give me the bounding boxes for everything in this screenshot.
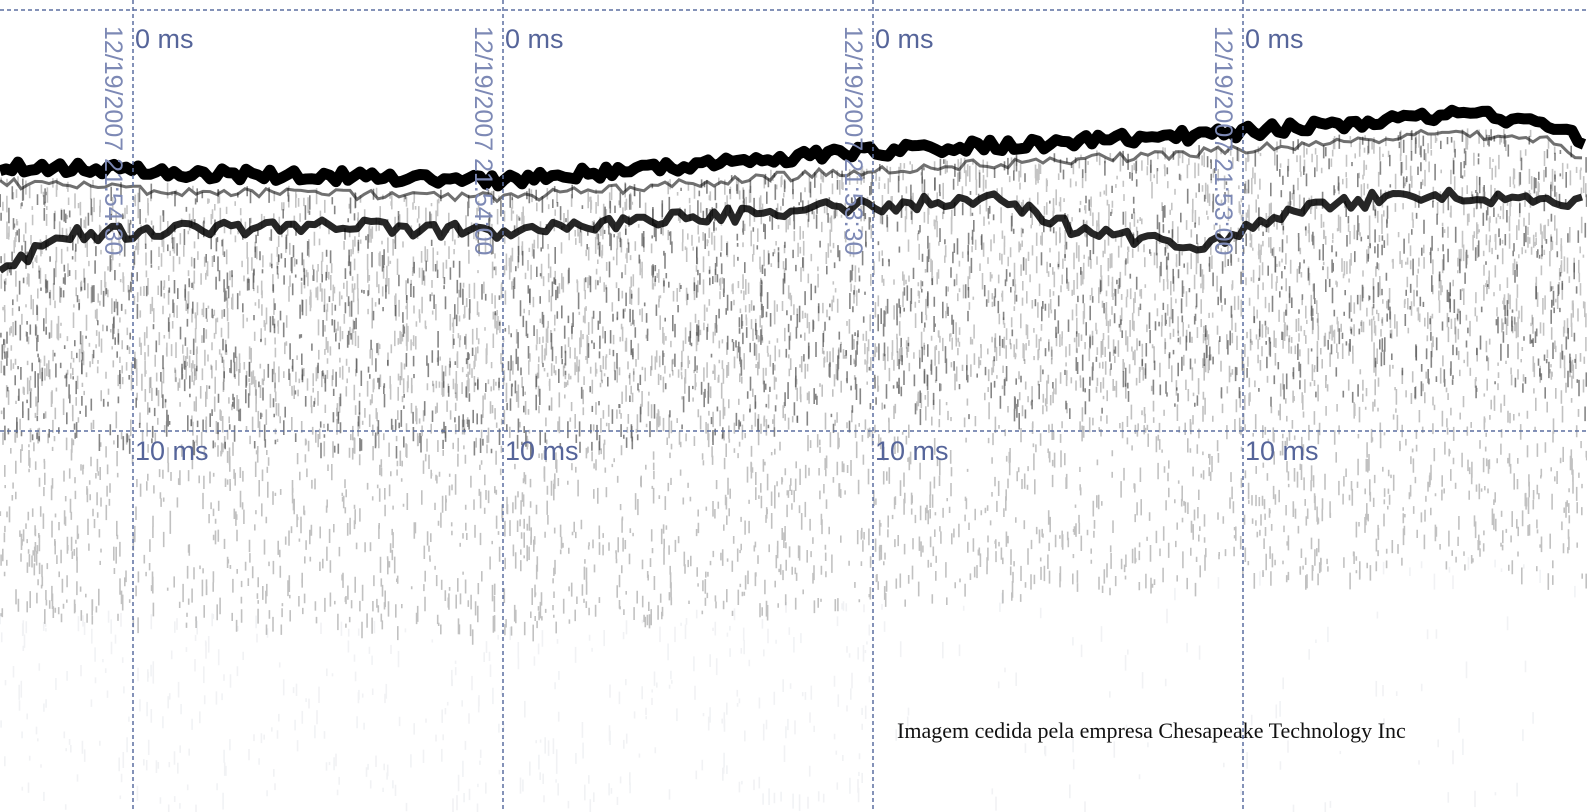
sub-bottom-reflector	[0, 186, 1584, 274]
timestamp: 12/19/2007 21:53:00	[1209, 26, 1237, 255]
top-label: 0 ms	[1245, 24, 1304, 54]
credit: Imagem cedida pela empresa Chesapeake Te…	[897, 718, 1406, 743]
timestamp: 12/19/2007 21:53:30	[839, 26, 867, 255]
timestamp: 12/19/2007 21:54:30	[99, 26, 127, 255]
seabed-echo	[0, 128, 1583, 204]
bottom-label: 10 ms	[875, 436, 949, 466]
speckle	[0, 557, 1576, 812]
top-label: 0 ms	[505, 24, 564, 54]
time-markers: 0 ms 10 ms 12/19/2007 21:54:30 0 ms 10 ms 12/…	[99, 0, 1319, 812]
sonar-returns	[0, 104, 1587, 812]
top-label: 0 ms	[135, 24, 194, 54]
bottom-label: 10 ms	[1245, 436, 1319, 466]
seabed-reflector	[0, 104, 1587, 192]
bottom-label: 10 ms	[135, 436, 209, 466]
timestamp: 12/19/2007 21:54:00	[469, 26, 497, 255]
top-label: 0 ms	[875, 24, 934, 54]
bottom-label: 10 ms	[505, 436, 579, 466]
speckle	[0, 129, 1587, 459]
